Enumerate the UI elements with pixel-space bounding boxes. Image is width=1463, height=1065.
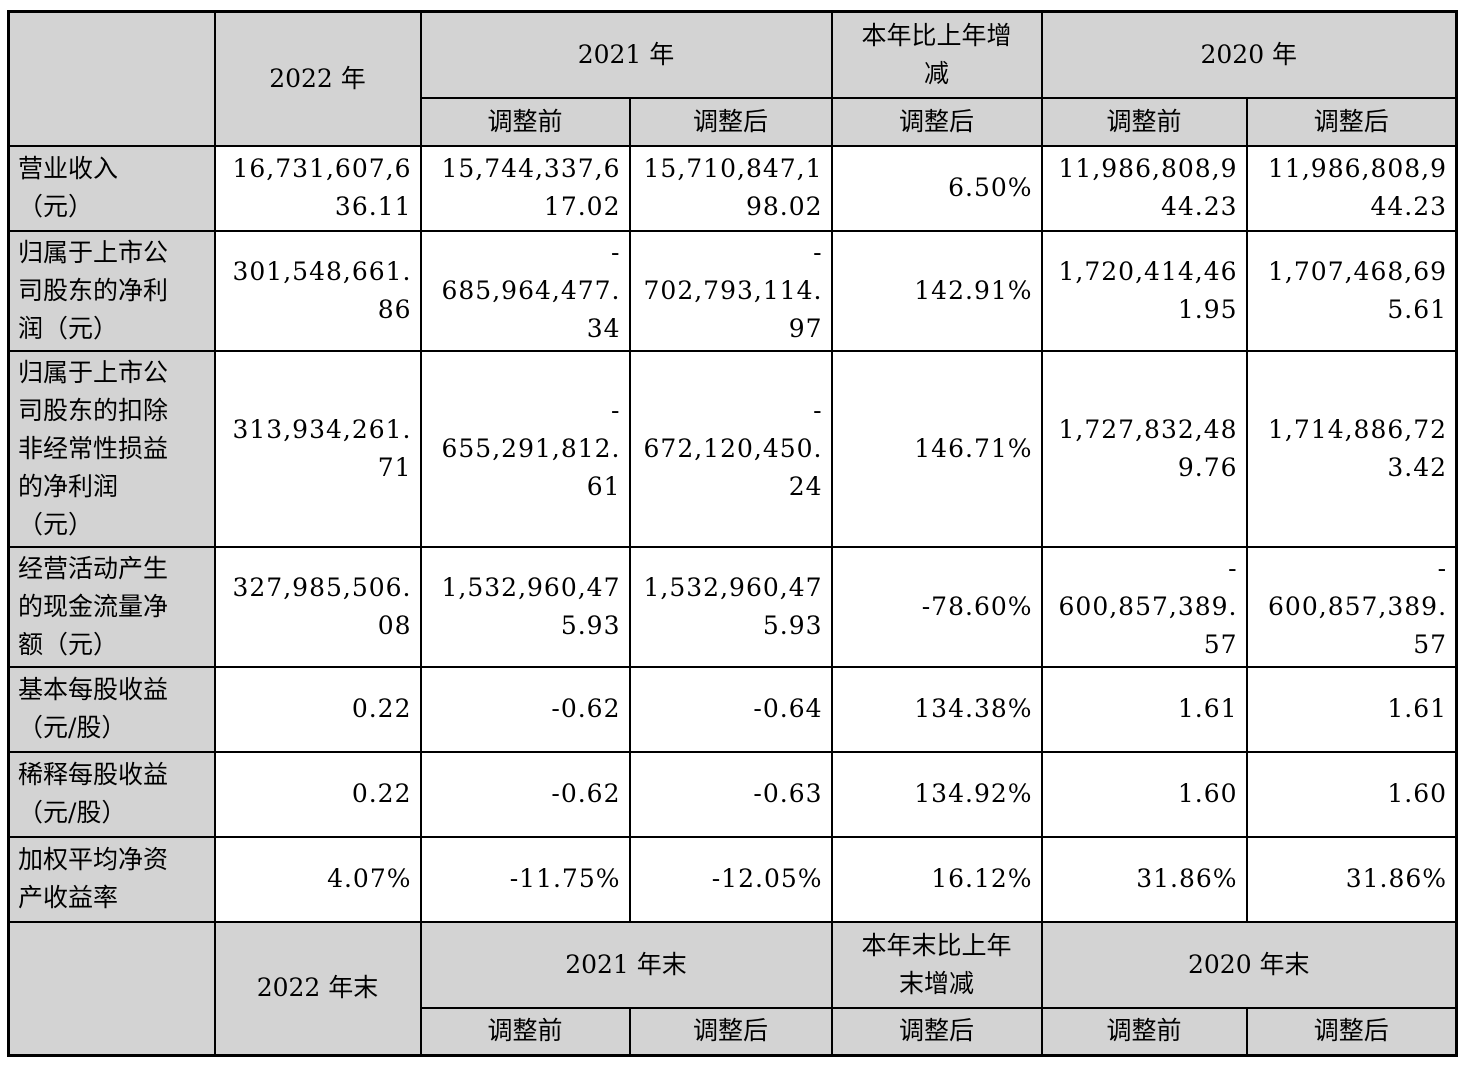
data-cell: 0.22	[213, 750, 422, 838]
data-cell: 6.50%	[830, 144, 1043, 232]
footer-subheader-change-post-adjust: 调整后	[830, 1006, 1043, 1057]
subheader-2021-pre-adjust: 调整前	[419, 96, 631, 147]
data-cell: 1.61	[1245, 665, 1458, 753]
subheader-2020-pre-adjust: 调整前	[1040, 96, 1248, 147]
table-row-basic-eps: 基本每股收益 （元/股） 0.22 -0.62 -0.64 134.38% 1.…	[7, 665, 1458, 753]
data-cell: 134.38%	[830, 665, 1043, 753]
footer-header-yearend-change: 本年末比上年 末增减	[830, 920, 1043, 1009]
data-cell: 4.07%	[213, 835, 422, 923]
data-cell: 1.60	[1040, 750, 1248, 838]
data-cell: 31.86%	[1040, 835, 1248, 923]
data-cell: - 685,964,477. 34	[419, 229, 631, 352]
data-cell: 313,934,261. 71	[213, 349, 422, 548]
footer-header-2022-end: 2022 年末	[213, 920, 422, 1057]
data-cell: 134.92%	[830, 750, 1043, 838]
data-cell: -11.75%	[419, 835, 631, 923]
table-row-net-profit-excl-nonrecurring: 归属于上市公 司股东的扣除 非经常性损益 的净利润 （元） 313,934,26…	[7, 349, 1458, 548]
data-cell: -0.62	[419, 750, 631, 838]
data-cell: - 600,857,389. 57	[1245, 545, 1458, 668]
footer-subheader-2020-pre-adjust: 调整前	[1040, 1006, 1248, 1057]
row-label-operating-cash-flow: 经营活动产生 的现金流量净 额（元）	[7, 545, 216, 668]
header-yoy-change: 本年比上年增 减	[830, 10, 1043, 99]
data-cell: -12.05%	[628, 835, 833, 923]
financial-summary-table: 2022 年 2021 年 本年比上年增 减 2020 年 调整前 调整后 调整…	[7, 10, 1459, 1057]
table-row-operating-cash-flow: 经营活动产生 的现金流量净 额（元） 327,985,506. 08 1,532…	[7, 545, 1458, 668]
data-cell: -78.60%	[830, 545, 1043, 668]
header-2020: 2020 年	[1040, 10, 1458, 99]
row-label-basic-eps: 基本每股收益 （元/股）	[7, 665, 216, 753]
row-label-diluted-eps: 稀释每股收益 （元/股）	[7, 750, 216, 838]
data-cell: 1.61	[1040, 665, 1248, 753]
data-cell: 1,532,960,47 5.93	[419, 545, 631, 668]
data-cell: 0.22	[213, 665, 422, 753]
row-label-net-profit-excl-nonrecurring: 归属于上市公 司股东的扣除 非经常性损益 的净利润 （元）	[7, 349, 216, 548]
table-row-diluted-eps: 稀释每股收益 （元/股） 0.22 -0.62 -0.63 134.92% 1.…	[7, 750, 1458, 838]
data-cell: 1,727,832,48 9.76	[1040, 349, 1248, 548]
footer-header-2020-end: 2020 年末	[1040, 920, 1458, 1009]
subheader-change-post-adjust: 调整后	[830, 96, 1043, 147]
footer-corner-cell	[7, 920, 216, 1057]
footer-subheader-2020-post-adjust: 调整后	[1245, 1006, 1458, 1057]
data-cell: 31.86%	[1245, 835, 1458, 923]
data-cell: 16,731,607,6 36.11	[213, 144, 422, 232]
data-cell: - 655,291,812. 61	[419, 349, 631, 548]
table-row-weighted-avg-roe: 加权平均净资 产收益率 4.07% -11.75% -12.05% 16.12%…	[7, 835, 1458, 923]
data-cell: -0.64	[628, 665, 833, 753]
subheader-2020-post-adjust: 调整后	[1245, 96, 1458, 147]
data-cell: 11,986,808,9 44.23	[1040, 144, 1248, 232]
data-cell: 146.71%	[830, 349, 1043, 548]
data-cell: -0.62	[419, 665, 631, 753]
subheader-2021-post-adjust: 调整后	[628, 96, 833, 147]
data-cell: 1.60	[1245, 750, 1458, 838]
footer-header-2021-end: 2021 年末	[419, 920, 833, 1009]
data-cell: 327,985,506. 08	[213, 545, 422, 668]
row-label-net-profit: 归属于上市公 司股东的净利 润（元）	[7, 229, 216, 352]
footer-subheader-2021-pre-adjust: 调整前	[419, 1006, 631, 1057]
table-row-revenue: 营业收入 （元） 16,731,607,6 36.11 15,744,337,6…	[7, 144, 1458, 232]
row-label-weighted-avg-roe: 加权平均净资 产收益率	[7, 835, 216, 923]
data-cell: 16.12%	[830, 835, 1043, 923]
data-cell: - 702,793,114. 97	[628, 229, 833, 352]
row-label-revenue: 营业收入 （元）	[7, 144, 216, 232]
data-cell: - 600,857,389. 57	[1040, 545, 1248, 668]
data-cell: 11,986,808,9 44.23	[1245, 144, 1458, 232]
header-2021: 2021 年	[419, 10, 833, 99]
data-cell: - 672,120,450. 24	[628, 349, 833, 548]
data-cell: 1,720,414,46 1.95	[1040, 229, 1248, 352]
data-cell: 1,707,468,69 5.61	[1245, 229, 1458, 352]
data-cell: 1,532,960,47 5.93	[628, 545, 833, 668]
data-cell: 301,548,661. 86	[213, 229, 422, 352]
header-corner-cell	[7, 10, 216, 147]
data-cell: 142.91%	[830, 229, 1043, 352]
table-row-net-profit: 归属于上市公 司股东的净利 润（元） 301,548,661. 86 - 685…	[7, 229, 1458, 352]
data-cell: 1,714,886,72 3.42	[1245, 349, 1458, 548]
data-cell: 15,744,337,6 17.02	[419, 144, 631, 232]
data-cell: 15,710,847,1 98.02	[628, 144, 833, 232]
footer-subheader-2021-post-adjust: 调整后	[628, 1006, 833, 1057]
data-cell: -0.63	[628, 750, 833, 838]
header-2022: 2022 年	[213, 10, 422, 147]
